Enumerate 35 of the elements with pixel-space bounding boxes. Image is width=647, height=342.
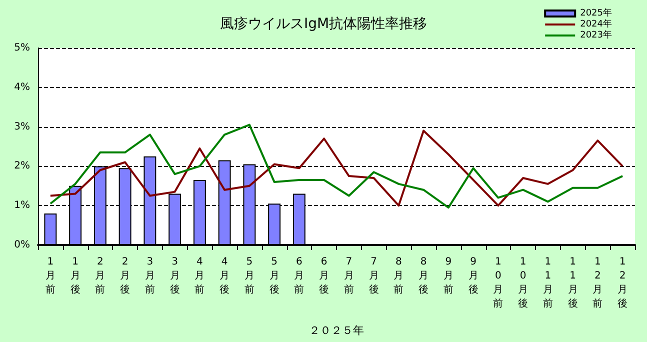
y-tick-label: 1% — [14, 200, 30, 212]
legend-label: 2024年 — [580, 18, 612, 30]
x-tick-label: 2月後 — [120, 256, 130, 296]
x-axis-title: ２０２５年 — [309, 324, 364, 337]
x-tick-label: 3月後 — [170, 256, 180, 296]
x-tick-label: 5月後 — [269, 256, 280, 296]
y-tick-label: 5% — [14, 42, 30, 54]
y-tick-label: 0% — [14, 240, 30, 250]
y-tick-label: 2% — [14, 160, 30, 172]
x-tick-label: 11月後 — [568, 256, 578, 310]
chart-title: 風疹ウイルスIgM抗体陽性率推移 — [220, 16, 428, 32]
x-tick-label: 12月後 — [618, 256, 628, 310]
x-tick-label: 4月前 — [194, 256, 205, 296]
x-tick-label: 10月後 — [518, 256, 528, 310]
x-tick-label: 1月前 — [45, 256, 56, 296]
x-tick-label: 10月前 — [493, 256, 504, 310]
x-tick-label: 6月後 — [319, 256, 330, 296]
y-tick-label: 4% — [14, 82, 30, 93]
x-tick-label: 2月前 — [95, 256, 106, 296]
x-tick-label: 8月後 — [418, 256, 429, 296]
x-tick-label: 9月後 — [468, 256, 478, 296]
x-tick-label: 12月前 — [592, 256, 603, 310]
x-tick-label: 8月前 — [394, 256, 404, 296]
x-tick-label: 7月前 — [344, 256, 354, 296]
y-tick-label: 3% — [14, 121, 30, 132]
legend-label: 2025年 — [580, 8, 612, 18]
x-tick-label: 6月前 — [294, 256, 304, 296]
x-tick-label: 1月後 — [70, 256, 80, 296]
x-tick-label: 5月前 — [244, 256, 254, 296]
x-tick-label: 4月後 — [220, 256, 230, 296]
x-tick-label: 11月前 — [542, 256, 553, 310]
x-tick-label: 3月前 — [144, 256, 155, 296]
x-tick-label: 7月後 — [368, 256, 379, 296]
legend-label: 2023年 — [580, 30, 612, 40]
x-tick-label: 9月前 — [443, 256, 454, 296]
